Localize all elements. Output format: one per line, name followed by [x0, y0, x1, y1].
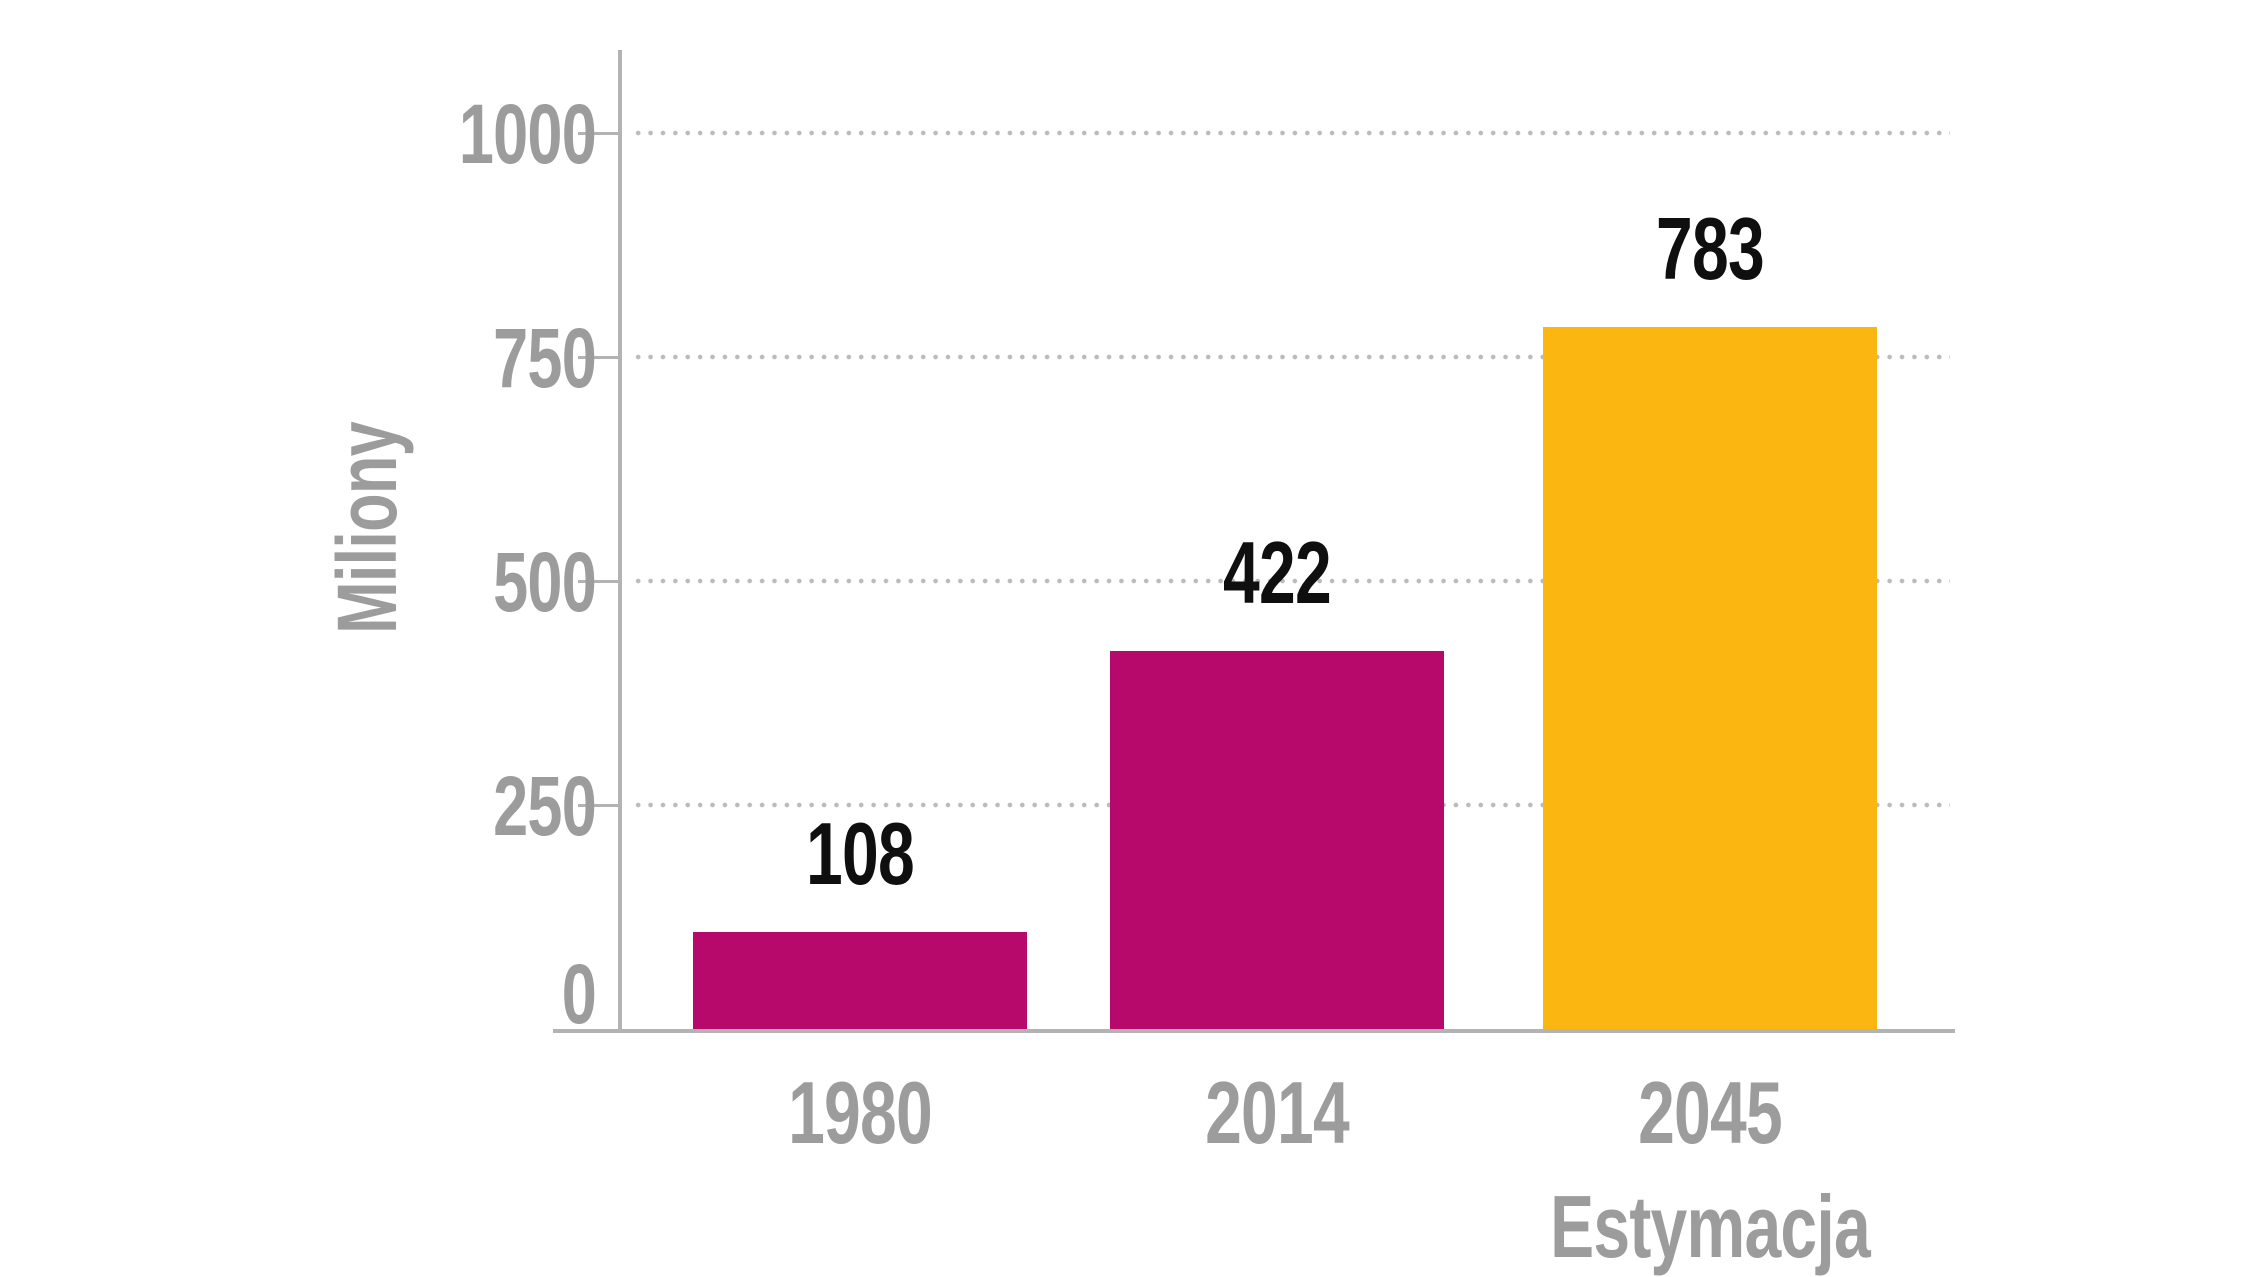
- x-axis-label-1980: 1980: [788, 1063, 933, 1162]
- y-tick-750: [578, 355, 620, 359]
- y-tick-label-500: 500: [493, 535, 597, 629]
- y-axis-title: Miliony: [320, 422, 414, 634]
- gridline-1000: [632, 130, 1950, 136]
- y-tick-500: [578, 579, 620, 583]
- y-tick-label-1000: 1000: [458, 87, 597, 181]
- x-axis-label-2045: 2045 Estymacja: [1550, 1063, 1871, 1276]
- x-axis-line: [553, 1029, 1955, 1033]
- gridline-500: [632, 578, 1950, 584]
- bar-2014: [1110, 650, 1444, 1029]
- bar-2045: [1543, 327, 1877, 1029]
- y-axis-line: [618, 50, 622, 1033]
- y-tick-label-750: 750: [493, 311, 597, 405]
- y-tick-label-0: 0: [561, 947, 597, 1041]
- value-label-2014: 422: [1223, 522, 1332, 622]
- x-axis-label-2014: 2014: [1205, 1063, 1350, 1162]
- bar-1980: [693, 932, 1027, 1029]
- y-tick-label-250: 250: [493, 759, 597, 853]
- y-tick-250: [578, 803, 620, 807]
- gridline-750: [632, 354, 1950, 360]
- value-label-1980: 108: [806, 804, 915, 904]
- value-label-2045: 783: [1656, 199, 1765, 299]
- y-tick-1000: [578, 131, 620, 135]
